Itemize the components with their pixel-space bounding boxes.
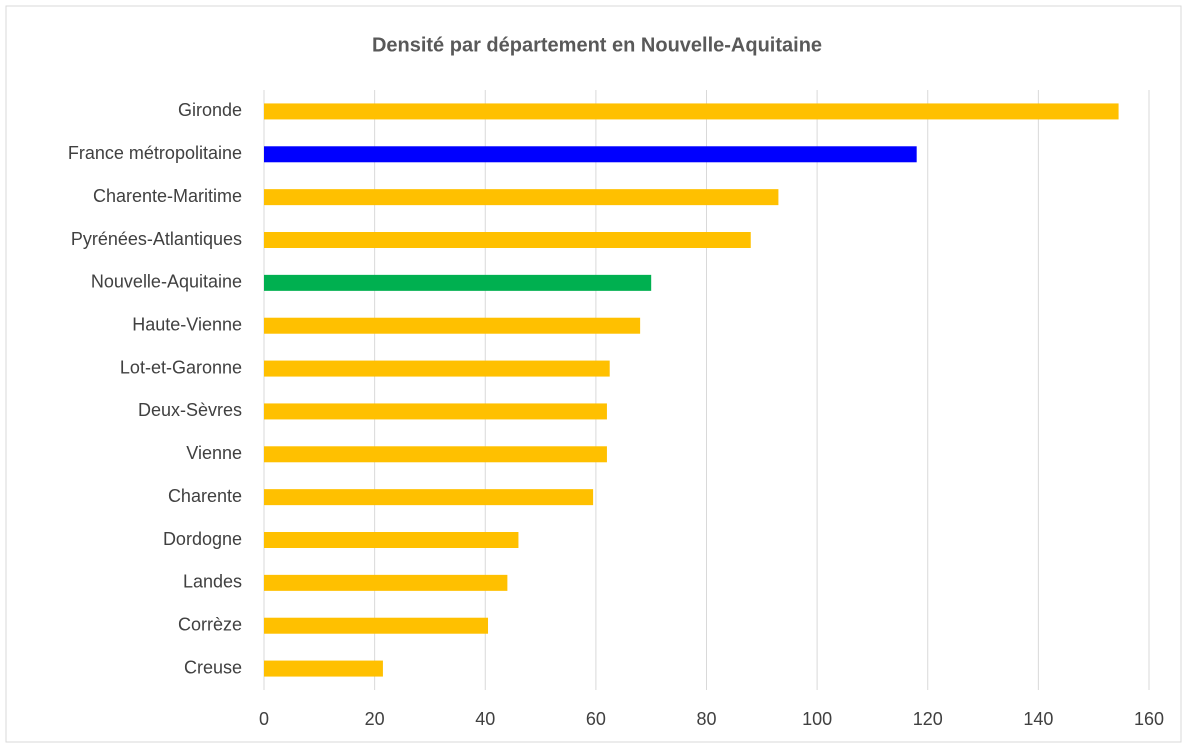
x-tick-label: 80: [696, 709, 716, 729]
bar: [264, 532, 519, 548]
y-tick-label: Landes: [183, 572, 242, 592]
y-tick-label: Gironde: [178, 100, 242, 120]
x-tick-label: 40: [475, 709, 495, 729]
y-tick-label: Dordogne: [163, 529, 242, 549]
y-tick-label: Charente-Maritime: [93, 186, 242, 206]
bar: [264, 146, 917, 163]
bar: [264, 360, 610, 377]
chart-title: Densité par département en Nouvelle-Aqui…: [372, 34, 822, 56]
x-tick-label: 140: [1023, 709, 1053, 729]
x-tick-label: 60: [586, 709, 606, 729]
y-tick-label: Haute-Vienne: [132, 314, 242, 334]
y-tick-label: Creuse: [184, 657, 242, 677]
bar: [264, 317, 641, 334]
bar: [264, 403, 607, 420]
y-tick-label: Charente: [168, 486, 242, 506]
bar: [264, 103, 1119, 120]
x-tick-label: 0: [259, 709, 269, 729]
y-tick-label: Lot-et-Garonne: [120, 357, 242, 377]
x-tick-label: 20: [365, 709, 385, 729]
bar: [264, 660, 383, 677]
y-tick-label: France métropolitaine: [68, 143, 242, 163]
bar: [264, 189, 779, 206]
y-tick-label: Corrèze: [178, 614, 242, 634]
y-tick-label: Deux-Sèvres: [138, 400, 242, 420]
bar: [264, 446, 607, 463]
y-tick-label: Vienne: [186, 443, 242, 463]
bar: [264, 489, 594, 506]
bar: [264, 274, 652, 291]
x-tick-label: 100: [802, 709, 832, 729]
bar: [264, 574, 508, 591]
y-tick-label: Nouvelle-Aquitaine: [91, 272, 242, 292]
x-tick-label: 120: [913, 709, 943, 729]
x-tick-label: 160: [1134, 709, 1164, 729]
bar: [264, 232, 751, 248]
bar: [264, 617, 489, 634]
y-tick-label: Pyrénées-Atlantiques: [71, 229, 242, 249]
